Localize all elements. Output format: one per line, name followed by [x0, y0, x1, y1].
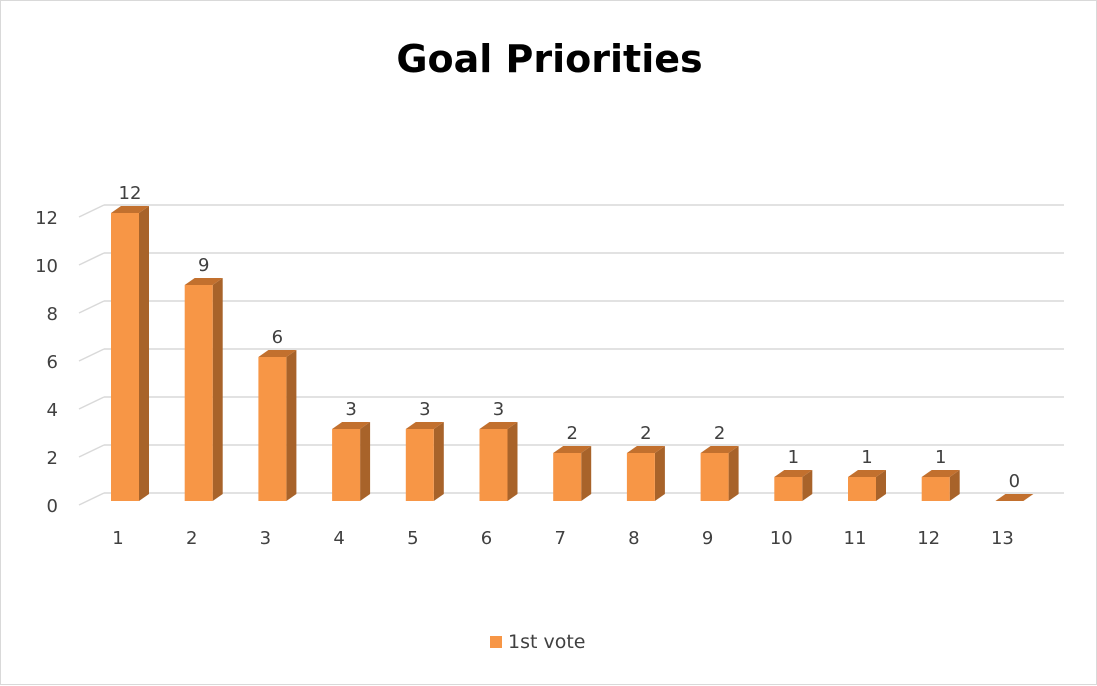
bar-side	[360, 422, 371, 501]
bar-side	[654, 446, 665, 501]
bar-top	[111, 206, 149, 213]
bar	[553, 453, 582, 501]
bar-side	[802, 470, 813, 501]
gridline-depth	[78, 252, 105, 266]
gridline-depth	[78, 204, 105, 218]
data-label: 3	[345, 399, 356, 420]
data-label: 2	[566, 423, 577, 444]
data-label: 9	[198, 255, 209, 276]
data-label: 2	[714, 423, 725, 444]
x-tick-label: 7	[554, 528, 565, 549]
x-tick-label: 4	[333, 528, 344, 549]
y-tick-label: 4	[47, 400, 58, 421]
x-tick-label: 3	[260, 528, 271, 549]
legend: 1st vote	[490, 631, 585, 653]
bar-side	[876, 470, 886, 501]
bar-top	[626, 446, 665, 453]
data-label: 12	[119, 183, 142, 204]
x-tick-label: 12	[917, 528, 940, 549]
x-tick-label: 2	[186, 528, 197, 549]
data-label: 0	[1009, 471, 1020, 492]
data-label: 1	[935, 447, 946, 468]
x-tick-label: 6	[481, 528, 492, 549]
bar-top	[332, 422, 371, 429]
gridline-depth	[78, 396, 105, 410]
gridline-depth	[78, 348, 105, 362]
bar-top	[184, 278, 223, 285]
data-label: 2	[640, 423, 651, 444]
bar-top	[995, 494, 1034, 501]
data-label: 1	[788, 447, 799, 468]
gridline-depth	[78, 492, 105, 506]
y-tick-label: 6	[47, 352, 58, 373]
x-tick-label: 10	[770, 528, 793, 549]
bar	[626, 453, 655, 501]
legend-swatch	[490, 636, 502, 648]
gridline-depth	[78, 300, 105, 314]
bar-top	[921, 470, 960, 477]
y-tick-label: 8	[47, 304, 58, 325]
gridline-depth	[78, 444, 105, 458]
chart-title: Goal Priorities	[396, 37, 703, 81]
bar	[184, 285, 213, 501]
bar	[258, 357, 287, 501]
bar	[111, 213, 139, 501]
x-tick-label: 8	[628, 528, 639, 549]
bar	[332, 429, 361, 501]
bar-side	[433, 422, 444, 501]
bar-side	[507, 422, 518, 501]
bar-side	[212, 278, 223, 501]
bar-side	[286, 350, 297, 501]
bar-top	[553, 446, 592, 453]
bar-top	[700, 446, 739, 453]
y-tick-label: 10	[35, 256, 58, 277]
x-tick-label: 5	[407, 528, 418, 549]
bar-side	[728, 446, 739, 501]
bar-top	[848, 470, 886, 477]
data-label: 1	[861, 447, 872, 468]
data-label: 6	[272, 327, 283, 348]
bar	[405, 429, 434, 501]
bar-side	[139, 206, 149, 501]
x-tick-label: 13	[991, 528, 1014, 549]
x-tick-label: 9	[702, 528, 713, 549]
bar	[848, 477, 876, 501]
x-tick-label: 11	[844, 528, 867, 549]
bar	[774, 477, 803, 501]
x-tick-label: 1	[112, 528, 123, 549]
bar	[700, 453, 729, 501]
y-tick-label: 2	[47, 448, 58, 469]
bar-side	[581, 446, 592, 501]
bar-side	[949, 470, 960, 501]
y-tick-label: 0	[47, 496, 58, 517]
bar-top	[258, 350, 297, 357]
bar-top	[405, 422, 444, 429]
legend-label: 1st vote	[508, 631, 586, 653]
data-label: 3	[419, 399, 430, 420]
bar-top	[774, 470, 813, 477]
bar	[479, 429, 508, 501]
bar-top	[479, 422, 518, 429]
data-label: 3	[493, 399, 504, 420]
bar	[921, 477, 950, 501]
y-tick-label: 12	[35, 208, 58, 229]
